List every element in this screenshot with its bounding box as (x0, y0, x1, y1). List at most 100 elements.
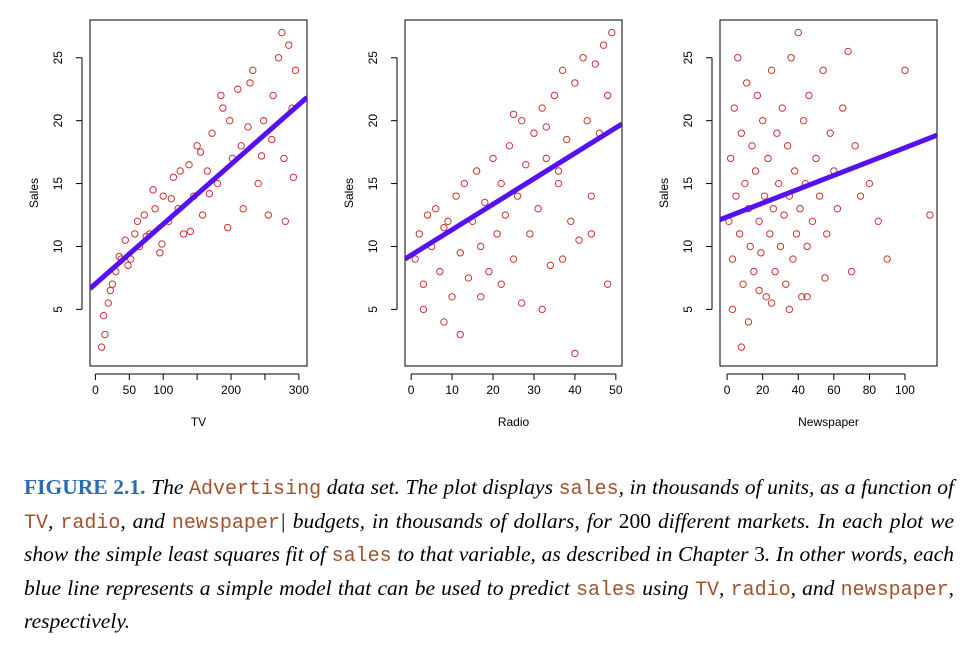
data-point (517, 116, 526, 125)
data-point (826, 129, 834, 137)
x-tick-label: 300 (289, 383, 309, 397)
scatter-panel-tv: 0 50 100 200 300 5 10 15 20 25 TV Sales (27, 19, 309, 429)
data-point (530, 129, 538, 137)
data-point (436, 267, 444, 276)
data-point (464, 274, 473, 282)
y-tick-label: 10 (366, 239, 380, 253)
x-tick-label: 30 (527, 383, 541, 397)
data-point (444, 217, 452, 226)
data-point (796, 205, 804, 213)
data-point (289, 173, 298, 181)
plot-frame (719, 19, 938, 367)
data-point (411, 255, 419, 263)
data-point (737, 129, 746, 137)
y-tick-label: 20 (51, 114, 65, 128)
data-point (274, 54, 283, 62)
data-point (264, 211, 273, 219)
code-term: sales (331, 545, 392, 568)
data-point (926, 211, 934, 219)
y-tick-label: 5 (681, 306, 695, 313)
data-point (440, 318, 448, 326)
data-point (505, 142, 514, 150)
y-tick-label: 25 (366, 51, 380, 65)
data-point (419, 280, 428, 288)
data-point (764, 154, 772, 163)
data-point (513, 192, 522, 200)
data-point (821, 274, 829, 282)
data-point (249, 66, 257, 75)
code-term: sales (558, 478, 619, 501)
data-point (737, 343, 746, 351)
data-point (234, 85, 242, 93)
data-point (538, 305, 546, 314)
data-point (608, 28, 616, 37)
data-point (101, 330, 109, 339)
y-tick-label: 5 (366, 306, 380, 313)
plot-frame (404, 19, 623, 367)
data-point (750, 267, 758, 276)
x-axis-label: Newspaper (798, 415, 859, 429)
caption-text: using (636, 575, 695, 600)
caption-text: . In other words, each blue line represe… (24, 542, 955, 600)
data-point (509, 255, 518, 263)
data-point (456, 249, 464, 257)
data-point (808, 217, 817, 226)
data-point (755, 286, 763, 295)
x-tick-label: 100 (895, 383, 915, 397)
data-point (198, 211, 207, 219)
figure-label: FIGURE 2.1. (24, 475, 146, 499)
data-point (538, 104, 546, 112)
data-point (158, 240, 166, 248)
y-tick-label: 20 (366, 114, 380, 128)
data-point (782, 280, 790, 288)
data-point (477, 293, 485, 301)
least-squares-fit-line (90, 95, 307, 291)
data-point (773, 129, 781, 137)
figure-caption: FIGURE 2.1. The Advertising data set. Th… (24, 472, 954, 638)
data-point (771, 267, 779, 276)
data-point (97, 343, 106, 351)
data-point (254, 179, 262, 188)
data-point (219, 104, 227, 112)
data-point (493, 230, 501, 238)
data-point (259, 116, 268, 125)
data-point (217, 91, 225, 100)
x-tick-label: 0 (92, 383, 99, 397)
data-point (456, 330, 464, 339)
x-tick-label: 60 (827, 383, 841, 397)
data-point (603, 280, 612, 288)
data-point (799, 116, 808, 125)
data-point (419, 305, 428, 314)
data-point (223, 223, 232, 232)
data-point (563, 135, 571, 144)
data-point (767, 66, 776, 75)
data-point (185, 160, 193, 169)
data-point (159, 192, 167, 200)
x-tick-label: 20 (486, 383, 500, 397)
data-point (489, 154, 497, 163)
data-point (225, 116, 234, 125)
data-point (766, 230, 774, 238)
y-tick-label: 5 (51, 306, 65, 313)
y-tick-label: 10 (681, 239, 695, 253)
y-tick-label: 15 (366, 177, 380, 191)
data-point (151, 205, 159, 213)
data-point (517, 299, 526, 307)
data-point (774, 179, 783, 188)
caption-text: different markets. In each plot we show … (24, 508, 955, 567)
code-term: sales (576, 578, 637, 602)
data-point (803, 293, 811, 301)
data-point (856, 192, 865, 200)
caption-text: The (145, 475, 190, 499)
caption-text: , (48, 508, 61, 533)
data-point (149, 186, 157, 194)
data-point (734, 54, 742, 62)
data-point (748, 142, 756, 150)
data-point (735, 230, 744, 238)
data-point (753, 91, 762, 100)
data-point (246, 79, 254, 87)
data-point (567, 217, 575, 226)
data-point (497, 179, 505, 188)
data-point (844, 47, 852, 56)
data-point (452, 192, 460, 200)
